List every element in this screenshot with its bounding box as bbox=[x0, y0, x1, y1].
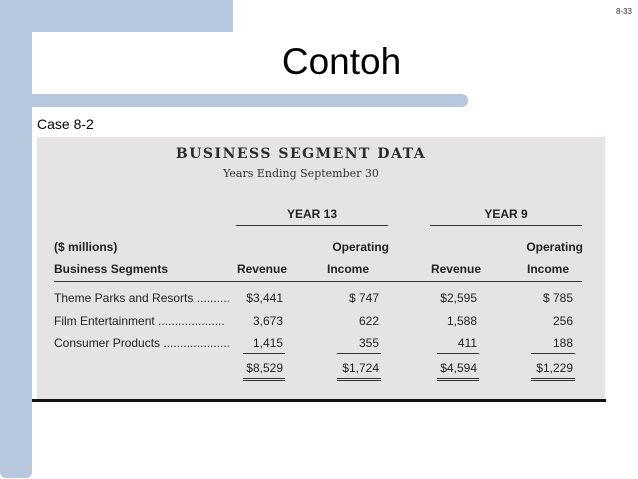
total-double-rule bbox=[337, 378, 381, 379]
cell-revenue-13: 1,415 bbox=[252, 336, 283, 350]
case-label: Case 8-2 bbox=[37, 116, 94, 132]
total-income-9: $1,229 bbox=[536, 361, 573, 375]
total-double-rule bbox=[337, 380, 381, 381]
total-double-rule bbox=[243, 378, 285, 379]
cell-income-13: 622 bbox=[358, 314, 379, 328]
cell-income-9: 256 bbox=[552, 314, 573, 328]
row-label-consumer-products: Consumer Products .................... bbox=[54, 336, 231, 350]
total-double-rule bbox=[437, 378, 479, 379]
business-segment-table: BUSINESS SEGMENT DATA Years Ending Septe… bbox=[37, 137, 605, 401]
total-income-13: $1,724 bbox=[342, 361, 379, 375]
year-9-header: YEAR 9 bbox=[484, 207, 528, 221]
income-13-header: Income bbox=[326, 262, 369, 276]
slide-title: Contoh bbox=[281, 41, 402, 82]
total-revenue-13: $8,529 bbox=[246, 361, 283, 375]
table-title: BUSINESS SEGMENT DATA bbox=[175, 146, 427, 162]
cell-income-9: $ 785 bbox=[542, 291, 573, 305]
subtotal-rule bbox=[531, 353, 575, 354]
income-9-header: Income bbox=[526, 262, 569, 276]
year-13-header: YEAR 13 bbox=[286, 207, 338, 221]
table-bottom-border bbox=[32, 399, 606, 402]
revenue-9-header: Revenue bbox=[430, 262, 481, 276]
cell-revenue-13: $3,441 bbox=[246, 291, 283, 305]
total-double-rule bbox=[437, 380, 479, 381]
total-double-rule bbox=[531, 378, 575, 379]
slide-number: 8-33 bbox=[615, 7, 632, 16]
subtotal-rule bbox=[243, 353, 285, 354]
total-revenue-9: $4,594 bbox=[440, 361, 477, 375]
cell-revenue-13: 3,673 bbox=[252, 314, 283, 328]
year-9-rule bbox=[430, 225, 582, 226]
decorative-title-bar bbox=[32, 94, 468, 107]
decorative-left-bar bbox=[0, 32, 32, 478]
units-label: ($ millions) bbox=[54, 240, 118, 254]
cell-revenue-9: $2,595 bbox=[440, 291, 477, 305]
decorative-top-block bbox=[0, 0, 233, 32]
operating-9-header: Operating bbox=[526, 240, 583, 254]
row-label-theme-parks: Theme Parks and Resorts .......... bbox=[54, 291, 231, 305]
subtotal-rule bbox=[337, 353, 381, 354]
cell-income-13: $ 747 bbox=[348, 291, 379, 305]
cell-revenue-9: 411 bbox=[457, 336, 477, 350]
total-double-rule bbox=[531, 380, 575, 381]
revenue-13-header: Revenue bbox=[236, 262, 287, 276]
header-rule bbox=[54, 281, 582, 282]
cell-income-9: 188 bbox=[552, 336, 573, 350]
cell-revenue-9: 1,588 bbox=[446, 314, 477, 328]
cell-income-13: 355 bbox=[358, 336, 379, 350]
segments-column-header: Business Segments bbox=[54, 262, 169, 276]
year-13-rule bbox=[236, 225, 388, 226]
subtotal-rule bbox=[437, 353, 479, 354]
table-subtitle: Years Ending September 30 bbox=[223, 167, 379, 180]
total-double-rule bbox=[243, 380, 285, 381]
operating-13-header: Operating bbox=[332, 240, 389, 254]
row-label-film: Film Entertainment .................... bbox=[54, 314, 225, 328]
